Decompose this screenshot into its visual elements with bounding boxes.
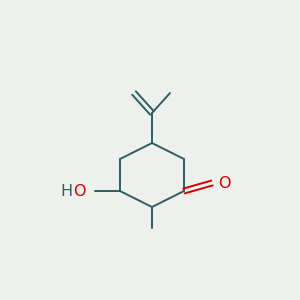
Text: O: O [73,184,85,199]
Text: H: H [61,184,73,199]
Text: O: O [218,176,230,190]
